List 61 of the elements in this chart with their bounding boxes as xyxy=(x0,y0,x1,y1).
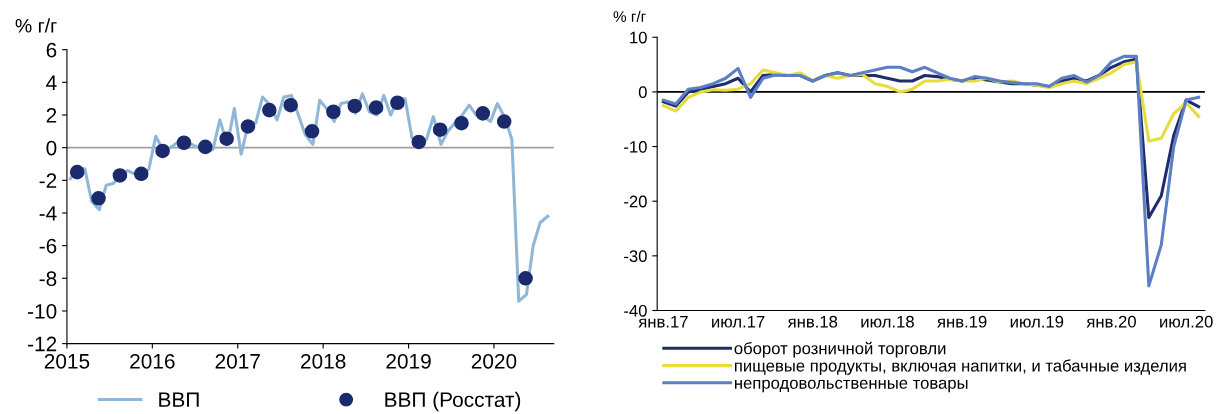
line-series xyxy=(661,54,1201,288)
point xyxy=(368,100,384,115)
legend-label: пищевые продукты, включая напитки, и табачные изделия xyxy=(735,359,1186,375)
legend-label: ВВП xyxy=(159,392,199,407)
y-tick-label: 10 xyxy=(630,31,647,44)
y-axis-title: % г/г xyxy=(15,18,57,33)
point xyxy=(69,164,85,180)
point xyxy=(496,114,512,129)
legend-label: ВВП (Росстат) xyxy=(385,391,521,412)
point xyxy=(240,119,256,134)
point xyxy=(91,191,106,206)
x-tick-label: июл.20 xyxy=(1160,315,1213,328)
y-tick-label: 6 xyxy=(46,42,57,58)
point xyxy=(133,166,149,182)
y-tick-label: -40 xyxy=(624,304,647,317)
y-tick-label: -4 xyxy=(39,206,57,221)
point xyxy=(262,102,277,118)
y-tick-label: 2 xyxy=(46,108,57,123)
y-tick-label: -2 xyxy=(39,173,57,188)
x-tick-label: июл.19 xyxy=(1010,315,1064,328)
x-tick-label: янв.17 xyxy=(638,315,688,328)
line-series xyxy=(68,92,550,303)
y-axis-title: % г/г xyxy=(613,10,646,22)
point xyxy=(475,106,491,121)
point xyxy=(411,134,427,150)
point xyxy=(176,135,192,151)
point xyxy=(219,131,234,146)
y-tick-label: 4 xyxy=(46,75,57,90)
x-tick-label: июл.18 xyxy=(861,315,914,328)
y-tick-label: 0 xyxy=(638,86,647,99)
y-tick-label: -10 xyxy=(624,140,647,153)
x-tick-label: 2020 xyxy=(471,353,517,369)
x-tick-label: янв.19 xyxy=(937,315,987,328)
x-tick-label: 2015 xyxy=(44,353,90,369)
x-tick-label: янв.20 xyxy=(1086,315,1136,328)
legend-label: оборот розничной торговли xyxy=(734,341,946,358)
legend-label: непродовольственные товары xyxy=(735,379,968,393)
y-tick-label: 0 xyxy=(46,140,57,156)
x-tick-label: 2016 xyxy=(130,353,175,369)
point xyxy=(432,122,448,137)
y-tick-label: -10 xyxy=(28,303,57,319)
point xyxy=(283,97,298,113)
point xyxy=(347,98,363,114)
point xyxy=(112,168,128,183)
y-tick-label: -30 xyxy=(624,250,647,263)
point xyxy=(198,139,213,155)
point xyxy=(518,271,533,286)
point xyxy=(155,143,170,159)
point xyxy=(454,115,469,131)
x-tick-label: янв.18 xyxy=(787,315,838,328)
y-tick-label: -8 xyxy=(39,271,57,287)
x-tick-label: 2017 xyxy=(215,353,260,369)
point xyxy=(390,95,405,111)
point xyxy=(304,124,320,139)
x-tick-label: 2019 xyxy=(386,353,431,369)
y-tick-label: -12 xyxy=(28,336,57,352)
y-tick-label: -20 xyxy=(624,195,647,208)
point xyxy=(326,104,341,120)
x-tick-label: 2018 xyxy=(301,353,346,369)
x-tick-label: июл.17 xyxy=(712,315,765,328)
y-tick-label: -6 xyxy=(39,238,57,254)
